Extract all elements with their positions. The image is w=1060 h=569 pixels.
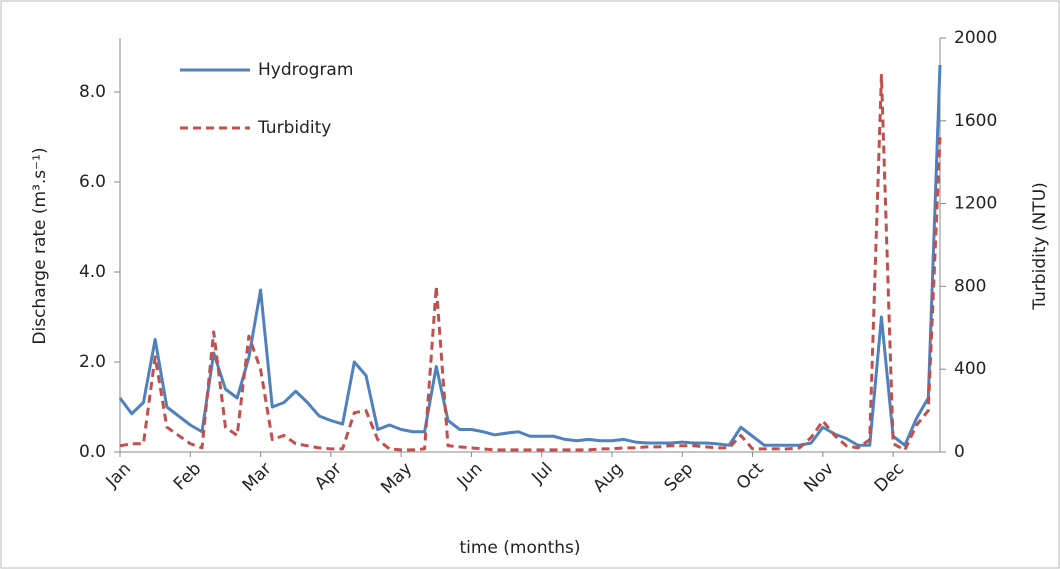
x-axis-label: time (months) xyxy=(459,538,580,558)
y-tick-label: 2.0 xyxy=(79,352,106,372)
data-line xyxy=(119,73,942,452)
legend-label: Hydrogram xyxy=(258,60,353,80)
y-tick-label: 6.0 xyxy=(79,172,106,192)
y2-tick-label: 1600 xyxy=(954,111,997,131)
y2-tick-label: 1200 xyxy=(954,194,997,214)
y2-tick-label: 0 xyxy=(954,442,965,462)
y-tick-label: 0.0 xyxy=(79,442,106,462)
y2-tick-label: 800 xyxy=(954,276,986,296)
y2-axis-label: Turbidity (NTU) xyxy=(1030,182,1050,311)
y-axis-label: Discharge rate (m³.s⁻¹) xyxy=(30,147,50,344)
y2-tick-label: 2000 xyxy=(954,28,997,48)
y2-tick-label: 400 xyxy=(954,359,986,379)
y-tick-label: 4.0 xyxy=(79,262,106,282)
y-tick-label: 8.0 xyxy=(79,82,106,102)
legend-label: Turbidity xyxy=(257,118,331,138)
